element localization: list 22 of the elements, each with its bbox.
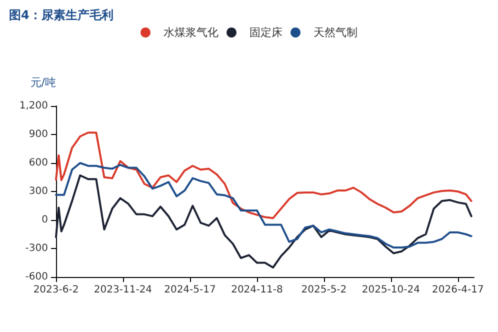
x-tick-label: 2025-10-24: [362, 284, 420, 296]
legend-label: 固定床: [250, 26, 282, 39]
x-tick-label: 2023-11-24: [94, 284, 152, 296]
legend-label: 水煤浆气化: [164, 26, 218, 39]
x-tick-label: 2024-11-8: [231, 284, 283, 296]
x-tick-label: 2025-5-2: [301, 284, 347, 296]
chart-title: 图4：尿素生产毛利: [9, 8, 114, 22]
y-tick-label: 1,200: [19, 100, 48, 112]
y-tick-label: 0: [42, 214, 48, 226]
y-tick-label: 900: [28, 129, 48, 140]
line-series: [55, 162, 472, 249]
x-tick-label: 2024-5-17: [164, 284, 216, 296]
y-axis-title: 元/吨: [30, 76, 56, 89]
y-tick-label: -300: [25, 243, 48, 254]
x-tick-label: 2026-4-17: [432, 284, 484, 296]
line-series: [55, 174, 472, 268]
y-tick-label: 300: [28, 186, 48, 197]
y-tick-label: 600: [28, 158, 48, 168]
legend-label: 天然气制: [314, 26, 358, 39]
x-tick-label: 2023-6-2: [33, 284, 79, 296]
line-series: [55, 132, 472, 220]
y-tick-label: -600: [25, 272, 48, 282]
